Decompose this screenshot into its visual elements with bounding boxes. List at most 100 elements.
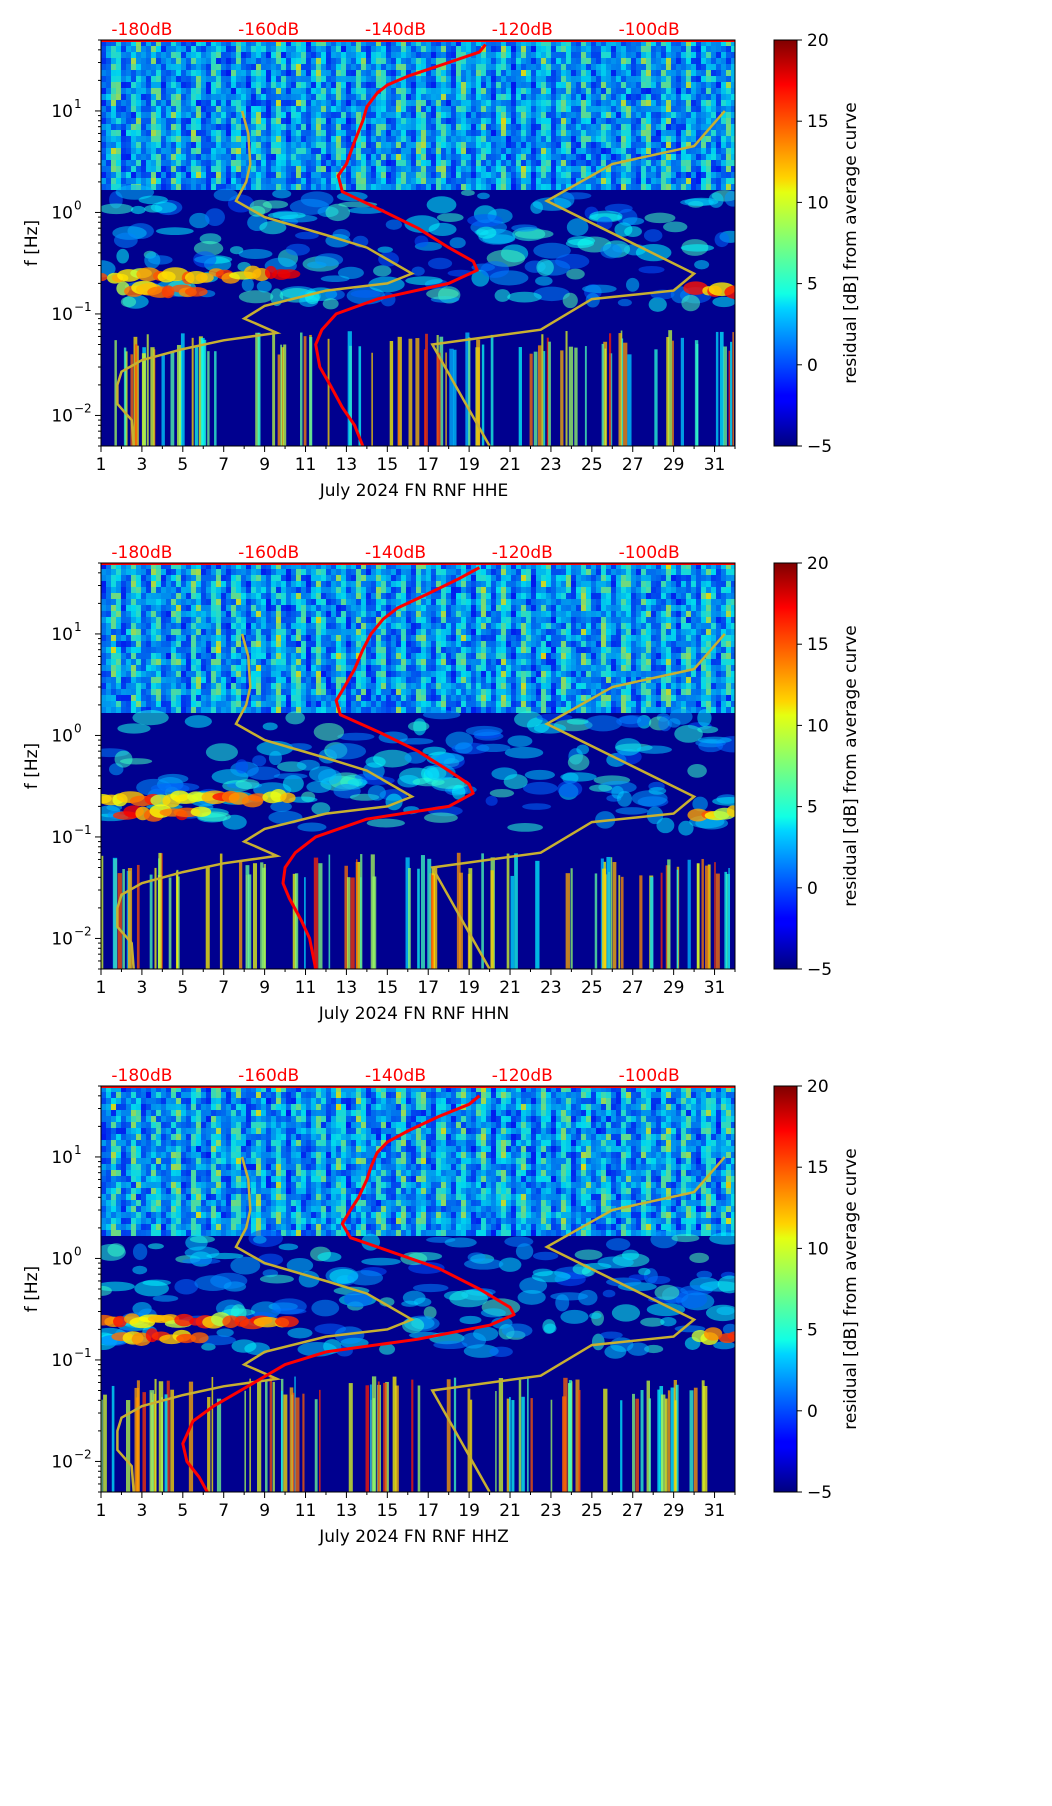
hf-noise-cell (256, 593, 261, 599)
hf-noise-cell (671, 70, 676, 76)
hf-noise-cell (711, 94, 716, 100)
hf-noise-cell (561, 100, 566, 106)
hf-noise-cell (276, 130, 281, 136)
hf-noise-cell (311, 100, 316, 106)
hf-noise-cell (331, 611, 336, 617)
hf-noise-cell (666, 40, 671, 46)
hf-noise-cell (186, 82, 191, 88)
hf-noise-cell (466, 130, 471, 136)
hf-noise-cell (706, 148, 711, 154)
hf-noise-cell (316, 593, 321, 599)
hf-noise-cell (276, 58, 281, 64)
hf-noise-cell (201, 46, 206, 52)
hf-noise-cell (356, 142, 361, 148)
hf-noise-cell (466, 184, 471, 190)
hf-noise-cell (211, 611, 216, 617)
hf-noise-cell (646, 64, 651, 70)
hf-noise-cell (706, 94, 711, 100)
hf-noise-cell (316, 701, 321, 707)
hf-noise-cell (546, 82, 551, 88)
hf-noise-cell (261, 76, 266, 82)
hf-noise-cell (266, 623, 271, 629)
hf-noise-cell (261, 665, 266, 671)
hf-noise-cell (216, 695, 221, 701)
hf-noise-cell (526, 148, 531, 154)
hf-noise-cell (581, 166, 586, 172)
hf-noise-cell (706, 184, 711, 190)
hf-noise-cell (361, 605, 366, 611)
hf-noise-cell (111, 629, 116, 635)
hf-noise-cell (641, 160, 646, 166)
hf-noise-cell (171, 683, 176, 689)
hf-noise-cell (196, 154, 201, 160)
hf-noise-cell (246, 46, 251, 52)
hf-noise-cell (681, 142, 686, 148)
hf-noise-cell (166, 635, 171, 641)
hf-noise-cell (321, 136, 326, 142)
hf-noise-cell (451, 166, 456, 172)
hf-noise-cell (501, 148, 506, 154)
hf-noise-cell (691, 166, 696, 172)
hf-noise-cell (371, 142, 376, 148)
hf-noise-cell (566, 100, 571, 106)
hf-noise-cell (576, 40, 581, 46)
hf-noise-cell (206, 130, 211, 136)
hf-noise-cell (196, 70, 201, 76)
hf-noise-cell (226, 707, 231, 713)
hf-noise-cell (391, 124, 396, 130)
hf-noise-cell (581, 94, 586, 100)
hf-noise-cell (266, 124, 271, 130)
hf-noise-cell (581, 160, 586, 166)
hf-noise-cell (376, 130, 381, 136)
hf-noise-cell (261, 617, 266, 623)
hf-noise-cell (316, 52, 321, 58)
hf-noise-cell (181, 130, 186, 136)
hf-noise-cell (671, 112, 676, 118)
hf-noise-cell (241, 76, 246, 82)
hf-noise-cell (146, 629, 151, 635)
hf-noise-cell (276, 611, 281, 617)
hf-noise-cell (356, 689, 361, 695)
hf-noise-cell (431, 94, 436, 100)
hf-noise-cell (131, 76, 136, 82)
hf-noise-cell (376, 563, 381, 569)
hf-noise-cell (181, 112, 186, 118)
hf-noise-cell (651, 178, 656, 184)
hf-noise-cell (301, 112, 306, 118)
hf-noise-cell (226, 701, 231, 707)
hf-noise-cell (196, 671, 201, 677)
hf-noise-cell (441, 64, 446, 70)
hf-noise-cell (171, 569, 176, 575)
hf-noise-cell (291, 659, 296, 665)
hf-noise-cell (211, 671, 216, 677)
hf-noise-cell (226, 599, 231, 605)
hf-noise-cell (656, 58, 661, 64)
hf-noise-cell (341, 154, 346, 160)
lf-streak (719, 331, 724, 446)
hf-noise-cell (176, 142, 181, 148)
hf-noise-cell (676, 124, 681, 130)
hf-noise-cell (716, 118, 721, 124)
hf-noise-cell (301, 88, 306, 94)
hf-noise-cell (111, 593, 116, 599)
hf-noise-cell (241, 677, 246, 683)
hf-noise-cell (241, 70, 246, 76)
hf-noise-cell (631, 178, 636, 184)
hf-noise-cell (206, 665, 211, 671)
hf-noise-cell (251, 154, 256, 160)
hf-noise-cell (171, 695, 176, 701)
hf-noise-cell (466, 100, 471, 106)
hf-noise-cell (131, 154, 136, 160)
hf-noise-cell (246, 154, 251, 160)
hf-noise-cell (131, 575, 136, 581)
hf-noise-cell (236, 689, 241, 695)
hf-noise-cell (606, 106, 611, 112)
hf-noise-cell (601, 94, 606, 100)
lf-streak (397, 336, 402, 446)
hf-noise-cell (391, 184, 396, 190)
hf-noise-cell (221, 46, 226, 52)
hf-noise-cell (586, 178, 591, 184)
hf-noise-cell (251, 82, 256, 88)
hf-noise-cell (726, 58, 731, 64)
hf-noise-cell (161, 659, 166, 665)
